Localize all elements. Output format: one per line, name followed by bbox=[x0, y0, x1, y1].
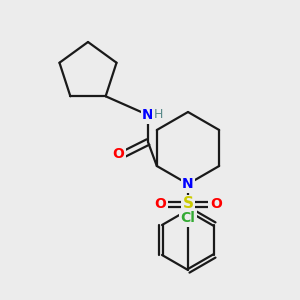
Text: O: O bbox=[210, 197, 222, 211]
Text: O: O bbox=[154, 197, 166, 211]
Text: H: H bbox=[153, 107, 163, 121]
Text: N: N bbox=[142, 108, 154, 122]
Text: N: N bbox=[182, 177, 194, 191]
Text: S: S bbox=[182, 196, 194, 211]
Text: O: O bbox=[112, 147, 124, 161]
Text: Cl: Cl bbox=[181, 211, 195, 225]
